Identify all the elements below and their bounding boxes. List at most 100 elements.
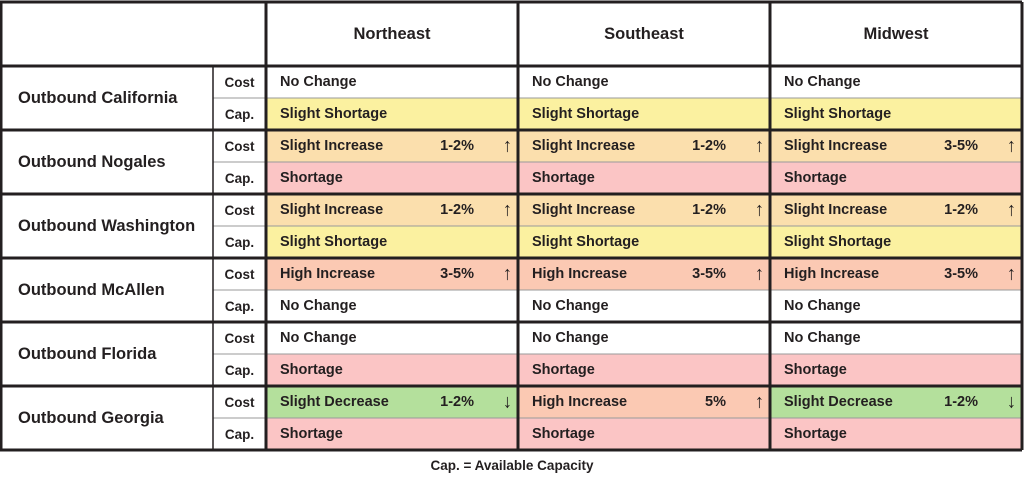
cost-status: Slight Increase: [784, 202, 888, 218]
cost-capacity-table: Northeast Southeast Midwest Outbound Califo…: [0, 2, 1022, 450]
capacity-status: Slight Shortage: [280, 234, 388, 250]
lane-label: Outbound Washington: [18, 216, 196, 235]
cost-range: 1-2%: [440, 202, 474, 218]
column-header: Northeast: [353, 24, 431, 43]
arrow-up-icon: ↑: [1006, 263, 1017, 285]
cost-range: 5%: [705, 394, 726, 410]
capacity-cell: Shortage: [770, 418, 1022, 450]
lane-label: Outbound California: [18, 88, 178, 107]
lane-label: Outbound Georgia: [18, 408, 164, 427]
column-header: Midwest: [863, 24, 929, 43]
arrow-up-icon: ↑: [502, 135, 513, 157]
cost-cell: High Increase 3-5% ↑: [770, 258, 1022, 290]
row-type-cost: Cost: [224, 202, 255, 218]
cost-status: No Change: [532, 330, 609, 346]
capacity-status: No Change: [280, 298, 357, 314]
capacity-status: Shortage: [280, 170, 343, 186]
cost-range: 1-2%: [944, 394, 978, 410]
capacity-status: No Change: [784, 298, 861, 314]
cost-range: 3-5%: [692, 266, 726, 282]
cost-range: 1-2%: [944, 202, 978, 218]
arrow-down-icon: ↓: [1006, 391, 1017, 413]
cost-cell: High Increase 3-5% ↑: [266, 258, 518, 290]
arrow-up-icon: ↑: [754, 135, 765, 157]
capacity-status: Shortage: [532, 426, 595, 442]
capacity-cell: No Change: [770, 290, 1022, 322]
cost-range: 3-5%: [944, 266, 978, 282]
cost-status: Slight Increase: [280, 202, 384, 218]
cost-cell: No Change: [266, 322, 518, 354]
cost-cell: No Change: [518, 66, 770, 98]
arrow-up-icon: ↑: [754, 391, 765, 413]
cost-status: High Increase: [532, 394, 628, 410]
capacity-status: Shortage: [784, 362, 847, 378]
capacity-status: Shortage: [532, 170, 595, 186]
capacity-cell: Shortage: [266, 354, 518, 386]
row-type-cost: Cost: [224, 330, 255, 346]
cost-status: High Increase: [784, 266, 880, 282]
cost-cell: High Increase 3-5% ↑: [518, 258, 770, 290]
capacity-cell: No Change: [518, 290, 770, 322]
arrow-up-icon: ↑: [754, 263, 765, 285]
cost-status: No Change: [280, 330, 357, 346]
cost-range: 1-2%: [440, 394, 474, 410]
capacity-cell: Shortage: [518, 354, 770, 386]
capacity-status: No Change: [532, 298, 609, 314]
lane-label: Outbound McAllen: [18, 280, 165, 299]
cost-status: Slight Decrease: [784, 394, 893, 410]
capacity-status: Slight Shortage: [280, 106, 388, 122]
row-type-capacity: Cap.: [224, 298, 255, 314]
capacity-status: Slight Shortage: [784, 106, 892, 122]
capacity-cell: No Change: [266, 290, 518, 322]
capacity-cell: Slight Shortage: [770, 98, 1022, 130]
row-type-cost: Cost: [224, 266, 255, 282]
capacity-cell: Slight Shortage: [518, 98, 770, 130]
capacity-status: Shortage: [280, 362, 343, 378]
row-type-capacity: Cap.: [224, 170, 255, 186]
cost-cell: Slight Decrease 1-2% ↓: [770, 386, 1022, 418]
row-type-capacity: Cap.: [224, 106, 255, 122]
cost-status: No Change: [784, 74, 861, 90]
footnote: Cap. = Available Capacity: [430, 458, 594, 473]
capacity-cell: Shortage: [770, 162, 1022, 194]
cost-cell: Slight Decrease 1-2% ↓: [266, 386, 518, 418]
capacity-status: Shortage: [532, 362, 595, 378]
arrow-up-icon: ↑: [1006, 199, 1017, 221]
capacity-cell: Slight Shortage: [266, 226, 518, 258]
cost-cell: No Change: [266, 66, 518, 98]
capacity-cell: Shortage: [770, 354, 1022, 386]
cost-status: Slight Increase: [532, 138, 636, 154]
arrow-up-icon: ↑: [502, 199, 513, 221]
capacity-status: Shortage: [280, 426, 343, 442]
cost-cell: Slight Increase 3-5% ↑: [770, 130, 1022, 162]
cost-cell: No Change: [518, 322, 770, 354]
cost-status: No Change: [784, 330, 861, 346]
column-header: Southeast: [604, 24, 684, 43]
row-type-cost: Cost: [224, 394, 255, 410]
arrow-up-icon: ↑: [1006, 135, 1017, 157]
capacity-cell: Slight Shortage: [518, 226, 770, 258]
cost-status: No Change: [280, 74, 357, 90]
capacity-cell: Slight Shortage: [770, 226, 1022, 258]
row-type-cost: Cost: [224, 74, 255, 90]
cost-cell: No Change: [770, 322, 1022, 354]
capacity-cell: Shortage: [518, 418, 770, 450]
capacity-status: Shortage: [784, 170, 847, 186]
cost-range: 1-2%: [692, 138, 726, 154]
cost-status: High Increase: [280, 266, 376, 282]
capacity-status: Slight Shortage: [532, 234, 640, 250]
cost-cell: No Change: [770, 66, 1022, 98]
capacity-status: Slight Shortage: [784, 234, 892, 250]
header-corner: [0, 2, 266, 66]
cost-status: Slight Increase: [280, 138, 384, 154]
arrow-up-icon: ↑: [502, 263, 513, 285]
cost-range: 3-5%: [440, 266, 474, 282]
cost-status: No Change: [532, 74, 609, 90]
cost-cell: Slight Increase 1-2% ↑: [518, 194, 770, 226]
capacity-cell: Shortage: [266, 162, 518, 194]
row-type-capacity: Cap.: [224, 234, 255, 250]
arrow-up-icon: ↑: [754, 199, 765, 221]
capacity-cell: Shortage: [518, 162, 770, 194]
row-type-capacity: Cap.: [224, 362, 255, 378]
cost-range: 3-5%: [944, 138, 978, 154]
